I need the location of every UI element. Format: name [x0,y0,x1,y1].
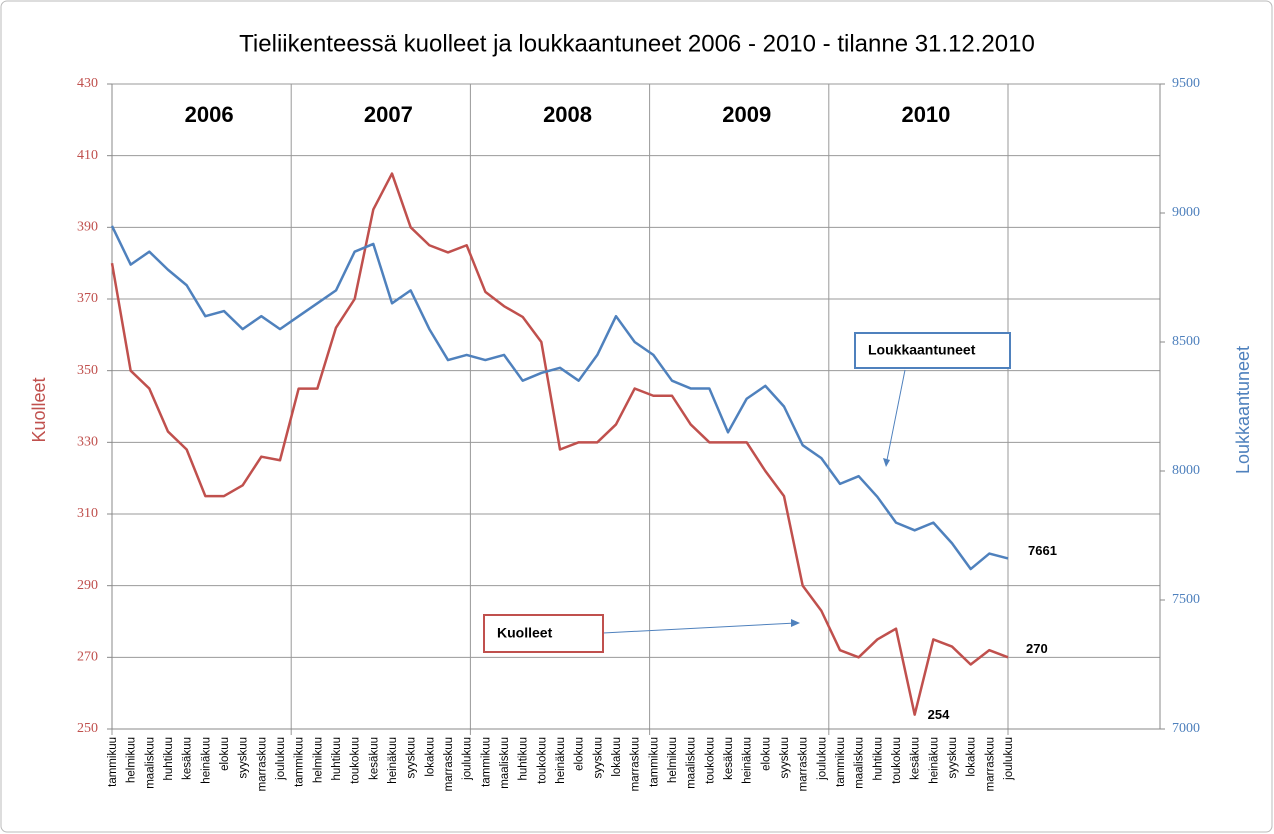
arrow-head [791,619,800,627]
x-tick-label: elokuu [574,737,586,771]
x-tick-label: toukokuu [350,737,362,784]
data-label: 7661 [1028,543,1057,558]
x-tick-label: maaliskuu [854,737,866,789]
x-tick-label: marraskuu [984,737,996,791]
x-tick-label: kesäkuu [723,737,735,780]
x-tick-label: tammikuu [107,737,119,787]
x-tick-label: maaliskuu [499,737,511,789]
x-tick-label: syyskuu [592,737,604,779]
x-tick-label: huhtikuu [331,737,343,780]
x-tick-label: huhtikuu [163,737,175,780]
x-tick-label: syyskuu [779,737,791,779]
x-tick-label: tammikuu [480,737,492,787]
x-tick-label: heinäkuu [387,737,399,784]
year-label: 2009 [722,102,771,127]
x-tick-label: helmikuu [667,737,679,783]
x-tick-label: toukokuu [891,737,903,784]
x-tick-label: heinäkuu [742,737,754,784]
y-tick-label: 410 [77,148,98,163]
x-tick-label: syyskuu [406,737,418,779]
x-tick-label: elokuu [760,737,772,771]
data-label: 270 [1026,641,1048,656]
x-tick-label: helmikuu [126,737,138,783]
y-tick-label: 250 [77,721,98,736]
year-label: 2006 [185,102,234,127]
x-tick-label: kesäkuu [910,737,922,780]
data-line [110,225,1009,571]
x-tick-label: joulukuu [816,737,828,781]
callout-arrow [885,369,906,466]
year-label: 2008 [543,102,592,127]
y2-tick-label: 8000 [1172,463,1200,478]
x-tick-label: huhtikuu [518,737,530,780]
x-tick-label: joulukuu [275,737,287,781]
x-tick-label: joulukuu [462,737,474,781]
x-tick-label: marraskuu [256,737,268,791]
x-tick-label: toukokuu [704,737,716,784]
x-tick-label: heinäkuu [200,737,212,784]
y-tick-label: 330 [77,435,98,450]
x-tick-label: tammikuu [835,737,847,787]
y2-tick-label: 9000 [1172,205,1200,220]
x-tick-label: kesäkuu [368,737,380,780]
x-tick-label: lokakuu [424,737,436,777]
y-tick-label: 370 [77,291,98,306]
x-tick-label: syyskuu [238,737,250,779]
x-tick-label: kesäkuu [182,737,194,780]
x-tick-label: maaliskuu [144,737,156,789]
callout-text: Kuolleet [497,625,553,641]
x-tick-label: huhtikuu [872,737,884,780]
data-label: 254 [928,707,950,722]
year-label: 2010 [901,102,950,127]
callout-box [483,614,604,653]
y-tick-label: 290 [77,578,98,593]
x-tick-label: toukokuu [536,737,548,784]
x-tick-label: lokakuu [611,737,623,777]
x-tick-label: heinäkuu [928,737,940,784]
chart-title: Tieliikenteessä kuolleet ja loukkaantune… [239,30,1035,57]
data-line [110,172,1009,716]
callout-text: Loukkaantuneet [868,342,976,358]
y-tick-label: 350 [77,363,98,378]
callout-deaths: Kuolleet [483,614,800,653]
x-tick-label: marraskuu [443,737,455,791]
y2-tick-label: 8500 [1172,334,1200,349]
x-tick-label: maaliskuu [686,737,698,789]
x-tick-label: joulukuu [1003,737,1015,781]
callout-injured: Loukkaantuneet [854,332,1011,467]
y2-axis-label: Loukkaantuneet [1233,346,1253,474]
x-tick-label: helmikuu [312,737,324,783]
y-tick-label: 310 [77,506,98,521]
x-tick-label: lokakuu [966,737,978,777]
x-tick-label: marraskuu [630,737,642,791]
y-axis-label: Kuolleet [29,377,49,442]
callout-arrow [602,622,797,634]
x-tick-label: syyskuu [947,737,959,779]
y2-tick-label: 7500 [1172,592,1200,607]
y-tick-label: 430 [77,76,98,91]
x-tick-label: marraskuu [798,737,810,791]
callout-box [854,332,1011,369]
x-tick-label: elokuu [219,737,231,771]
x-tick-label: tammikuu [294,737,306,787]
y-tick-label: 270 [77,650,98,665]
arrow-head [883,458,890,467]
y2-tick-label: 9500 [1172,76,1200,91]
x-tick-label: heinäkuu [555,737,567,784]
y-tick-label: 390 [77,220,98,235]
x-tick-label: tammikuu [648,737,660,787]
year-label: 2007 [364,102,413,127]
y2-tick-label: 7000 [1172,721,1200,736]
